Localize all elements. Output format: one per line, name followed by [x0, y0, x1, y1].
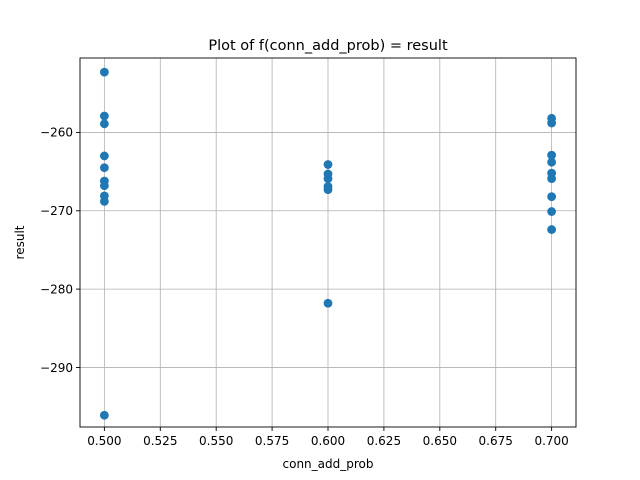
- y-tick-label: −270: [40, 204, 73, 218]
- x-tick-label: 0.575: [255, 434, 289, 448]
- x-axis: 0.500 0.525 0.550 0.575 0.600 0.625 0.650 0.675…: [87, 427, 569, 448]
- data-point: [323, 160, 333, 169]
- data-point: [99, 196, 109, 206]
- grid-layer: [80, 58, 576, 427]
- x-tick-label: 0.700: [534, 434, 568, 448]
- data-point: [99, 410, 109, 420]
- data-point: [99, 67, 109, 77]
- data-point: [547, 225, 557, 234]
- x-tick-label: 0.650: [423, 434, 457, 448]
- x-tick-label: 0.625: [367, 434, 401, 448]
- data-point: [99, 151, 109, 161]
- data-point: [99, 181, 109, 191]
- data-point: [323, 298, 333, 308]
- data-point: [323, 174, 333, 184]
- data-point: [547, 157, 557, 167]
- data-point: [547, 150, 557, 160]
- data-point: [547, 174, 557, 184]
- data-point: [547, 118, 557, 128]
- x-tick-label: 0.500: [87, 434, 121, 448]
- y-tick-label: −290: [40, 361, 73, 375]
- x-tick-label: 0.600: [311, 434, 345, 448]
- x-axis-label: conn_add_prob: [283, 457, 374, 471]
- x-tick-label: 0.550: [199, 434, 233, 448]
- data-point: [547, 207, 557, 216]
- data-point: [547, 192, 557, 202]
- data-point: [99, 163, 109, 173]
- y-axis: −290 −280 −270 −260: [40, 126, 80, 375]
- points-layer: [99, 67, 557, 420]
- data-point: [99, 119, 109, 129]
- chart-title: Plot of f(conn_add_prob) = result: [208, 38, 448, 54]
- data-point: [323, 185, 333, 195]
- y-tick-label: −280: [40, 282, 73, 296]
- y-tick-label: −260: [40, 126, 73, 140]
- y-axis-label: result: [13, 225, 27, 259]
- data-point: [99, 111, 109, 121]
- x-tick-label: 0.675: [479, 434, 513, 448]
- x-tick-label: 0.525: [143, 434, 177, 448]
